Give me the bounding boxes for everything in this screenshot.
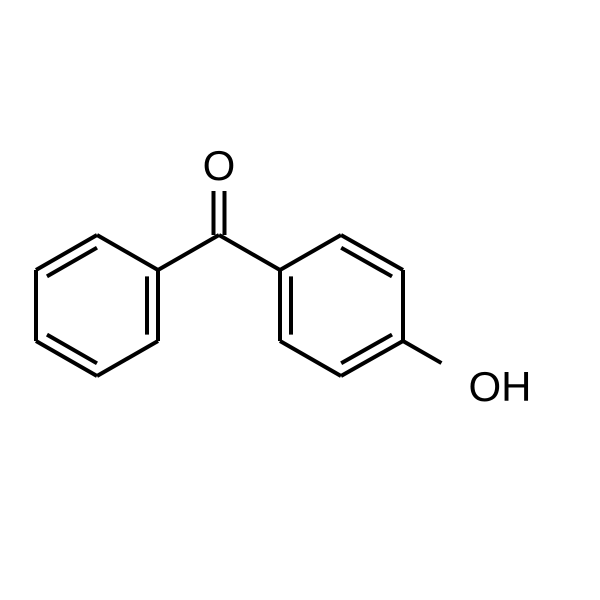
atom-label-oh: OH	[469, 363, 532, 410]
molecule-diagram: O OH	[0, 0, 600, 600]
atom-label-o: O	[203, 142, 236, 189]
background	[0, 0, 600, 600]
